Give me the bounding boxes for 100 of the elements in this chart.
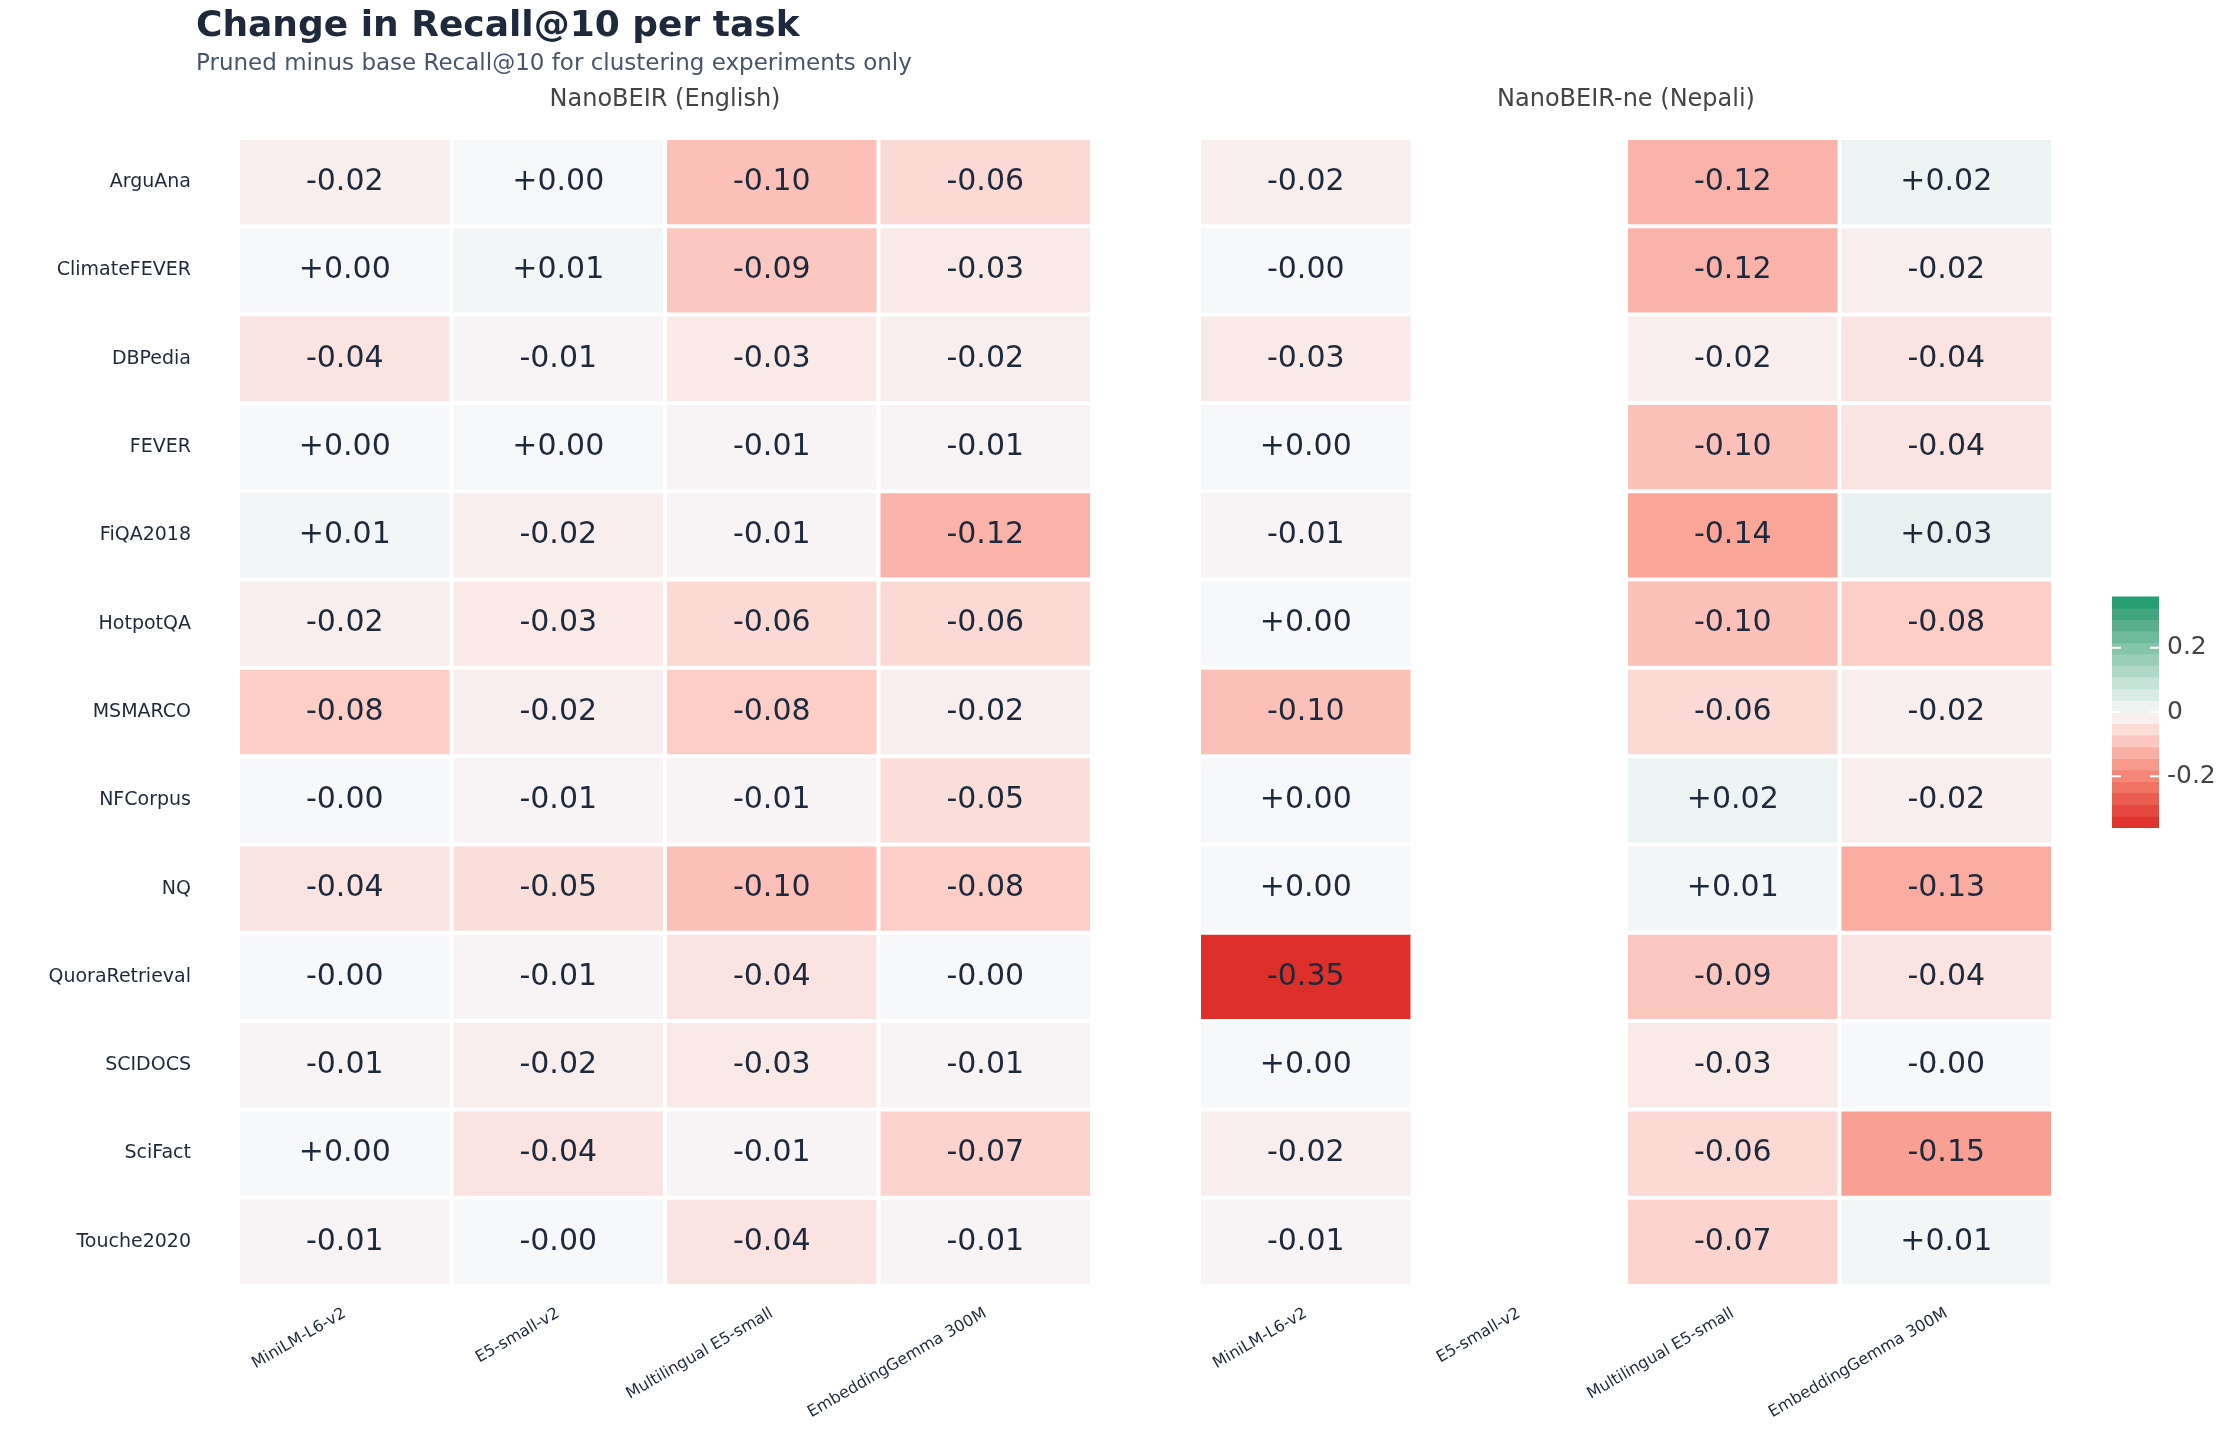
- y-tick-label: SCIDOCS: [105, 1052, 191, 1075]
- data-label: -0.04: [305, 338, 384, 374]
- data-label: -0.08: [946, 868, 1025, 904]
- data-label: +0.02: [1900, 161, 1993, 197]
- data-label: -0.04: [732, 1221, 811, 1257]
- y-tick-label: Touche2020: [75, 1228, 191, 1251]
- text: NanoBEIR (English): [549, 84, 781, 113]
- data-label: -0.35: [1266, 956, 1345, 992]
- data-label: -0.12: [1693, 250, 1772, 286]
- text: NanoBEIR-ne (Nepali): [1497, 84, 1755, 113]
- data-label: +0.01: [298, 515, 391, 551]
- data-label: +0.00: [1259, 426, 1352, 462]
- y-tick-label: NQ: [161, 875, 191, 898]
- data-label: -0.03: [946, 250, 1025, 286]
- y-tick-label: QuoraRetrieval: [48, 963, 191, 986]
- data-label: -0.04: [1907, 956, 1986, 992]
- data-label: -0.10: [1266, 691, 1345, 727]
- data-label: -0.00: [946, 956, 1025, 992]
- y-tick-label: HotpotQA: [98, 610, 191, 633]
- y-tick-label: DBPedia: [111, 345, 191, 368]
- data-label: -0.01: [732, 1133, 811, 1169]
- data-label: -0.03: [732, 338, 811, 374]
- data-label: -0.09: [1693, 956, 1772, 992]
- data-label: -0.01: [732, 426, 811, 462]
- data-label: -0.10: [732, 161, 811, 197]
- data-label: -0.08: [1907, 603, 1986, 639]
- data-label: -0.05: [519, 868, 598, 904]
- data-label: -0.01: [1266, 515, 1345, 551]
- data-label: -0.12: [1693, 161, 1772, 197]
- data-label: -0.01: [946, 426, 1025, 462]
- data-label: -0.01: [732, 780, 811, 816]
- data-label: -0.00: [519, 1221, 598, 1257]
- data-label: -0.02: [519, 515, 598, 551]
- data-label: -0.01: [946, 1221, 1025, 1257]
- data-label: -0.01: [305, 1221, 384, 1257]
- data-label: -0.01: [519, 956, 598, 992]
- data-label: -0.04: [732, 956, 811, 992]
- data-label: -0.02: [519, 691, 598, 727]
- data-label: -0.04: [1907, 338, 1986, 374]
- data-label: -0.02: [1907, 780, 1986, 816]
- data-label: +0.00: [298, 1133, 391, 1169]
- data-label: -0.07: [1693, 1221, 1772, 1257]
- data-label: -0.02: [1266, 161, 1345, 197]
- data-label: -0.08: [305, 691, 384, 727]
- data-label: -0.02: [1907, 250, 1986, 286]
- data-label: -0.06: [946, 161, 1025, 197]
- data-label: +0.00: [298, 250, 391, 286]
- data-label: -0.06: [946, 603, 1025, 639]
- data-label: -0.13: [1907, 868, 1986, 904]
- data-label: -0.10: [1693, 603, 1772, 639]
- data-label: -0.03: [1693, 1045, 1772, 1081]
- data-label: -0.12: [946, 515, 1025, 551]
- data-label: -0.02: [305, 161, 384, 197]
- data-label: -0.01: [946, 1045, 1025, 1081]
- data-label: +0.00: [512, 426, 605, 462]
- data-label: -0.01: [519, 338, 598, 374]
- y-tick-label: ClimateFEVER: [56, 257, 191, 280]
- data-label: -0.10: [732, 868, 811, 904]
- data-label: -0.07: [946, 1133, 1025, 1169]
- data-label: -0.01: [1266, 1221, 1345, 1257]
- color-bar-label: -0.2: [2167, 759, 2216, 789]
- data-label: +0.00: [1259, 1045, 1352, 1081]
- color-bar-label: 0: [2167, 695, 2183, 725]
- data-label: +0.00: [512, 161, 605, 197]
- data-label: -0.10: [1693, 426, 1772, 462]
- data-label: -0.06: [732, 603, 811, 639]
- data-label: -0.01: [305, 1045, 384, 1081]
- data-label: -0.00: [1266, 250, 1345, 286]
- data-label: -0.03: [732, 1045, 811, 1081]
- data-label: -0.08: [732, 691, 811, 727]
- y-tick-label: FiQA2018: [99, 522, 191, 545]
- data-label: +0.00: [1259, 868, 1352, 904]
- chart-subtitle: Pruned minus base Recall@10 for clustering experiments only: [196, 49, 912, 75]
- data-label: -0.04: [305, 868, 384, 904]
- data-label: -0.02: [305, 603, 384, 639]
- data-label: -0.02: [946, 338, 1025, 374]
- data-label: -0.02: [946, 691, 1025, 727]
- data-label: -0.04: [1907, 426, 1986, 462]
- data-label: -0.03: [519, 603, 598, 639]
- y-tick-label: FEVER: [129, 434, 191, 457]
- data-label: -0.02: [1693, 338, 1772, 374]
- data-label: -0.15: [1907, 1133, 1986, 1169]
- data-label: -0.00: [305, 780, 384, 816]
- data-label: -0.03: [1266, 338, 1345, 374]
- data-label: -0.00: [1907, 1045, 1986, 1081]
- data-label: +0.01: [1900, 1221, 1993, 1257]
- data-label: +0.02: [1686, 780, 1779, 816]
- data-label: +0.03: [1900, 515, 1993, 551]
- data-label: +0.00: [298, 426, 391, 462]
- data-label: -0.14: [1693, 515, 1772, 551]
- data-label: -0.01: [519, 780, 598, 816]
- chart-title: Change in Recall@10 per task: [196, 3, 800, 44]
- data-label: -0.06: [1693, 691, 1772, 727]
- data-label: -0.09: [732, 250, 811, 286]
- data-label: -0.02: [1907, 691, 1986, 727]
- data-label: +0.01: [1686, 868, 1779, 904]
- data-label: +0.01: [512, 250, 605, 286]
- data-label: -0.02: [1266, 1133, 1345, 1169]
- data-label: +0.00: [1259, 780, 1352, 816]
- data-label: -0.02: [519, 1045, 598, 1081]
